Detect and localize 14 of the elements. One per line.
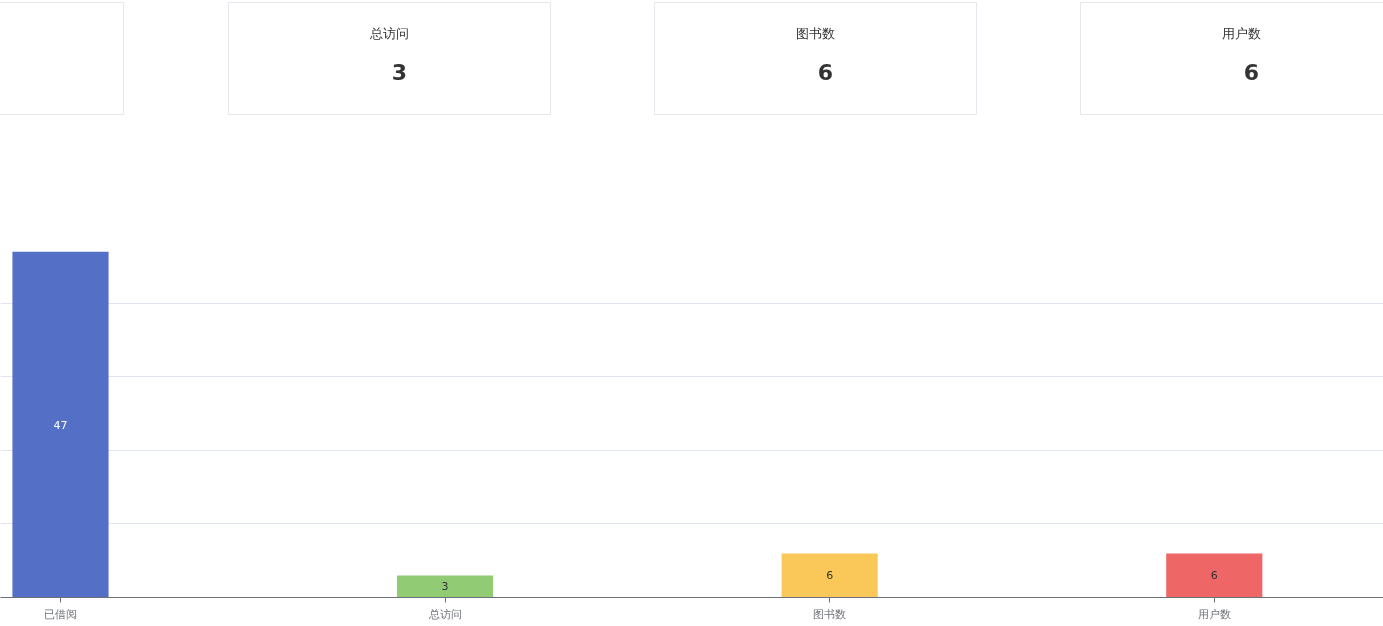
category-label: 用户数 [1222, 26, 1261, 41]
data-label: 47 [53, 418, 68, 432]
category-label: 总访问 [369, 26, 409, 41]
x-tick-label: 已借阅 [44, 607, 77, 621]
data-label: 3 [441, 580, 449, 594]
data-label: 3 [391, 59, 408, 85]
x-tick-label: 总访问 [427, 607, 462, 621]
x-tick-label: 用户数 [1197, 607, 1231, 621]
category-label: 图书数 [796, 26, 835, 41]
x-tick-label: 图书数 [813, 607, 847, 621]
data-label: 6 [817, 59, 834, 85]
data-label: 6 [826, 569, 834, 583]
data-label: 6 [1210, 569, 1218, 583]
data-label: 6 [1243, 59, 1260, 85]
